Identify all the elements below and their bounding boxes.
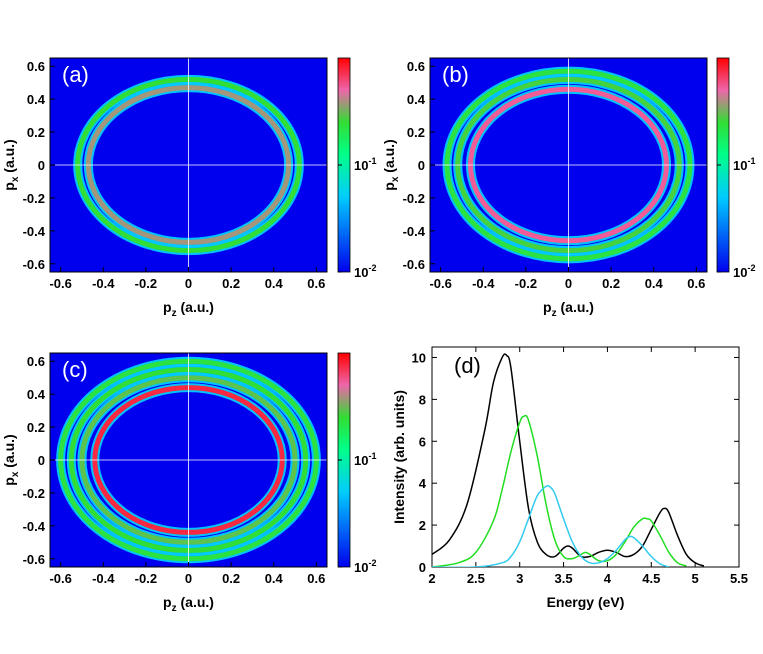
x-tick-label: 0 [185,571,192,586]
x-tick-label: 4.5 [642,571,660,586]
panel-label: (b) [442,62,469,87]
panel-b: (b) -0.6 -0.4 -0.2 0 0.2 0.4 0.6 0.6 0.4 0.2 0 -0.2 -… [381,57,755,319]
y-tick-label: 0.4 [407,92,426,107]
x-axis-label: pz (a.u.) [163,594,214,614]
x-tick-label: 0.4 [265,276,284,291]
x-tick-label: 2.5 [467,571,485,586]
x-axis-label: pz (a.u.) [163,299,214,319]
y-tick-label: 0 [38,453,45,468]
x-tick-label: 0.2 [222,571,240,586]
y-tick-label: 0.6 [407,59,425,74]
x-tick-label: 3.5 [555,571,573,586]
y-tick-label: 0 [419,560,426,575]
x-axis-label: pz (a.u.) [543,299,594,319]
x-tick-label: 0.4 [645,276,664,291]
y-tick-label: -0.4 [23,519,46,534]
y-tick-label: 0 [38,158,45,173]
panel-a: (a) -0.6 -0.4 -0.2 0 0.2 0.4 0.6 0.6 0.4 0.2 0 -0.2 -… [1,57,376,319]
y-axis-label: Intensity (arb. units) [391,390,407,524]
plot-frame [431,346,740,568]
y-tick-label: 10 [412,350,426,365]
x-tick-label: 0.6 [687,276,705,291]
x-tick-label: -0.6 [429,276,451,291]
x-tick-label: 0.6 [307,571,325,586]
series-line-cyan [432,484,670,567]
y-tick-label: 0.4 [27,387,46,402]
y-tick-label: 4 [419,476,427,491]
y-tick-label: -0.6 [23,257,45,272]
colorbar-tick-label: 10-2 [354,558,376,575]
y-tick-label: 0.6 [27,59,45,74]
x-tick-label: 2 [428,571,435,586]
x-tick-label: 0.2 [222,276,240,291]
y-axis-label: px (a.u.) [381,139,401,190]
y-tick-label: 0.4 [27,92,46,107]
y-tick-label: -0.2 [23,486,45,501]
panel-label: (c) [62,357,88,382]
x-tick-label: 0.4 [265,571,284,586]
x-tick-label: 4 [604,571,612,586]
x-tick-label: 5 [692,571,699,586]
x-tick-label: 0.6 [307,276,325,291]
x-tick-label: -0.2 [515,276,537,291]
panel-label: (a) [62,62,89,87]
y-tick-label: -0.2 [23,191,45,206]
colorbar-tick-label: 10-2 [354,263,376,280]
x-tick-label: -0.6 [49,276,71,291]
x-axis-label: Energy (eV) [547,594,625,610]
x-tick-label: -0.4 [472,276,495,291]
x-tick-label: -0.6 [49,571,71,586]
x-tick-label: 3 [516,571,523,586]
y-tick-label: 2 [419,518,426,533]
x-tick-label: 5.5 [730,571,748,586]
x-tick-label: -0.4 [92,276,115,291]
series-line-black [432,353,705,567]
y-axis-label: px (a.u.) [1,139,21,190]
y-tick-label: -0.6 [23,552,45,567]
y-tick-label: 0.2 [407,125,425,140]
series-line-green [432,414,687,567]
colorbar-tick-label: 10-1 [354,451,376,468]
y-tick-label: 6 [419,434,426,449]
y-tick-label: 8 [419,392,426,407]
colorbar-tick-label: 10-2 [733,263,755,280]
x-tick-label: 0 [185,276,192,291]
colorbar-tick-label: 10-1 [733,156,755,173]
y-tick-label: 0.2 [27,420,45,435]
colorbar-tick-label: 10-1 [354,156,376,173]
y-tick-label: -0.4 [403,224,426,239]
x-tick-label: -0.2 [135,276,157,291]
y-tick-label: 0.2 [27,125,45,140]
y-tick-label: -0.6 [403,257,425,272]
x-tick-label: 0 [565,276,572,291]
y-tick-label: -0.2 [403,191,425,206]
y-axis-label: px (a.u.) [1,434,21,485]
y-tick-label: 0.6 [27,354,45,369]
panel-c: (c) -0.6 -0.4 -0.2 0 0.2 0.4 0.6 0.6 0.4 0.2 0 -0.2 -… [1,352,376,614]
x-tick-label: -0.4 [92,571,115,586]
y-tick-label: -0.4 [23,224,46,239]
y-tick-label: 0 [418,158,425,173]
x-tick-label: 0.2 [602,276,620,291]
panel-label: (d) [454,353,481,378]
series-group [432,353,705,567]
x-tick-label: -0.2 [135,571,157,586]
